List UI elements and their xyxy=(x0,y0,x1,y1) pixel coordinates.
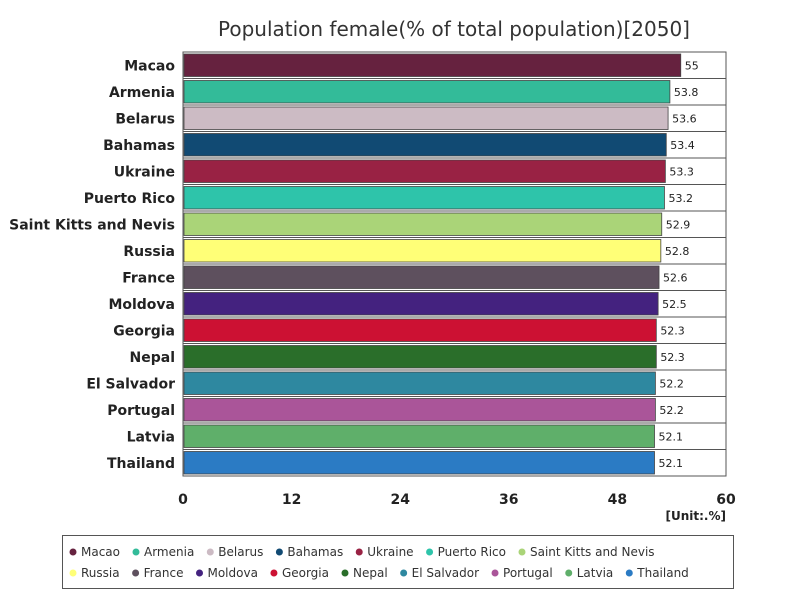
legend-swatch xyxy=(69,548,77,556)
legend-swatch xyxy=(206,548,214,556)
value-label: 52.1 xyxy=(659,430,684,443)
value-label: 52.3 xyxy=(660,324,685,337)
legend-label: Bahamas xyxy=(287,545,343,559)
category-label: Russia xyxy=(123,244,175,260)
category-label: Moldova xyxy=(108,297,175,313)
legend-swatch xyxy=(625,569,633,577)
legend-swatch xyxy=(426,548,434,556)
x-axis-ticks: 0 12 24 36 48 60 xyxy=(178,492,736,508)
x-tick-label: 12 xyxy=(282,492,301,508)
legend-swatch xyxy=(132,548,140,556)
unit-label: [Unit:.%] xyxy=(666,509,727,523)
legend-swatch xyxy=(565,569,573,577)
bar xyxy=(183,80,671,104)
bar xyxy=(183,133,667,157)
category-label: Saint Kitts and Nevis xyxy=(9,217,175,233)
value-label: 53.6 xyxy=(672,112,697,125)
category-label: Bahamas xyxy=(103,138,175,154)
bar xyxy=(183,398,656,422)
value-label: 52.5 xyxy=(662,298,687,311)
bar xyxy=(183,239,662,263)
legend-label: Georgia xyxy=(282,566,329,580)
bar xyxy=(183,318,657,342)
legend-label: Thailand xyxy=(636,566,689,580)
legend-label: Russia xyxy=(81,566,120,580)
legend-swatch xyxy=(270,569,278,577)
value-label: 52.2 xyxy=(659,377,684,390)
bar xyxy=(183,424,655,448)
legend-label: Latvia xyxy=(577,566,614,580)
legend-items: Macao Armenia Belarus Bahamas Ukraine Puerto … xyxy=(69,545,689,580)
value-label: 53.8 xyxy=(674,86,699,99)
legend-label: Saint Kitts and Nevis xyxy=(530,545,655,559)
legend-label: Belarus xyxy=(218,545,263,559)
legend-swatch xyxy=(355,548,363,556)
legend-swatch xyxy=(400,569,408,577)
legend-label: Portugal xyxy=(503,566,553,580)
legend-label: Puerto Rico xyxy=(438,545,506,559)
value-label: 52.9 xyxy=(666,218,691,231)
legend-swatch xyxy=(518,548,526,556)
legend-swatch xyxy=(132,569,140,577)
category-label: Ukraine xyxy=(114,164,175,180)
bar xyxy=(183,292,659,316)
legend-label: Nepal xyxy=(353,566,388,580)
category-label: Portugal xyxy=(107,403,175,419)
legend: Macao Armenia Belarus Bahamas Ukraine Puerto … xyxy=(62,535,734,589)
legend-label: France xyxy=(144,566,184,580)
category-label: Latvia xyxy=(127,429,175,445)
legend-swatch xyxy=(275,548,283,556)
value-label: 52.8 xyxy=(665,245,690,258)
legend-label: Moldova xyxy=(207,566,257,580)
category-label: Nepal xyxy=(130,350,175,366)
legend-swatch xyxy=(341,569,349,577)
x-tick-label: 0 xyxy=(178,492,188,508)
bar xyxy=(183,159,666,183)
category-label: Georgia xyxy=(113,323,175,339)
value-label: 55 xyxy=(685,59,699,72)
bar-row-frame xyxy=(182,449,727,477)
legend-label: Armenia xyxy=(144,545,194,559)
category-label: Puerto Rico xyxy=(84,191,176,207)
bar xyxy=(183,371,656,395)
legend-swatch xyxy=(195,569,203,577)
value-label: 52.3 xyxy=(660,351,685,364)
bar xyxy=(183,345,657,369)
category-label: Macao xyxy=(124,58,175,74)
bar-rows: Macao 55 Armenia 53.8 Belarus 53.6 Bahamas 53.4… xyxy=(9,51,727,477)
bar xyxy=(183,212,663,236)
legend-label: Ukraine xyxy=(367,545,413,559)
value-label: 52.1 xyxy=(659,457,684,470)
x-tick-label: 48 xyxy=(608,492,627,508)
bar xyxy=(183,53,682,77)
x-tick-label: 24 xyxy=(390,492,410,508)
x-tick-label: 60 xyxy=(716,492,736,508)
legend-swatch xyxy=(69,569,77,577)
category-label: France xyxy=(122,270,175,286)
bar xyxy=(183,186,665,210)
legend-swatch xyxy=(491,569,499,577)
bar xyxy=(183,265,660,289)
value-label: 53.3 xyxy=(669,165,694,178)
x-tick-label: 36 xyxy=(499,492,518,508)
legend-label: Macao xyxy=(81,545,120,559)
legend-label: El Salvador xyxy=(412,566,479,580)
bar xyxy=(183,106,669,130)
category-label: Armenia xyxy=(109,85,175,101)
category-label: Thailand xyxy=(107,456,175,472)
value-label: 53.4 xyxy=(670,139,695,152)
category-label: El Salvador xyxy=(86,376,175,392)
value-label: 52.2 xyxy=(659,404,684,417)
value-label: 52.6 xyxy=(663,271,688,284)
value-label: 53.2 xyxy=(668,192,693,205)
bar xyxy=(183,451,655,475)
category-label: Belarus xyxy=(115,111,175,127)
chart-title: Population female(% of total population)… xyxy=(218,17,690,41)
